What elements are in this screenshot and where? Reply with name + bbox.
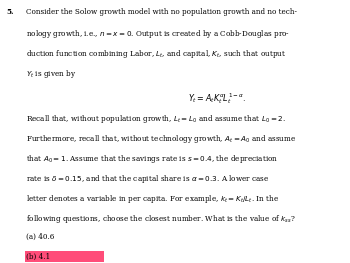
- Text: $Y_t = A_t K_t^{\alpha} L_t^{1-\alpha}.$: $Y_t = A_t K_t^{\alpha} L_t^{1-\alpha}.$: [188, 91, 246, 106]
- Text: $Y_t$ is given by: $Y_t$ is given by: [26, 68, 77, 80]
- Text: Furthermore, recall that, without technology growth, $A_t = A_0$ and assume: Furthermore, recall that, without techno…: [26, 133, 297, 145]
- Text: letter denotes a variable in per capita. For example, $k_t = K_t/L_t$. In the: letter denotes a variable in per capita.…: [26, 193, 279, 205]
- Text: rate is $\delta = 0.15$, and that the capital share is $\alpha = 0.3$. A lower c: rate is $\delta = 0.15$, and that the ca…: [26, 173, 270, 185]
- Text: that $A_0 = 1$. Assume that the savings rate is $s = 0.4$, the depreciation: that $A_0 = 1$. Assume that the savings …: [26, 153, 279, 165]
- Text: (b) 4.1: (b) 4.1: [26, 253, 50, 261]
- Bar: [25, 251, 104, 262]
- Text: nology growth, i.e., $n = x = 0$. Output is created by a Cobb-Douglas pro-: nology growth, i.e., $n = x = 0$. Output…: [26, 28, 290, 40]
- Text: 5.: 5.: [6, 8, 14, 16]
- Text: Recall that, without population growth, $L_t = L_0$ and assume that $L_0 = 2$.: Recall that, without population growth, …: [26, 113, 286, 125]
- Text: duction function combining Labor, $L_t$, and capital, $K_t$, such that output: duction function combining Labor, $L_t$,…: [26, 48, 286, 60]
- Text: following questions, choose the closest number. What is the value of $k_{ss}$?: following questions, choose the closest …: [26, 213, 296, 225]
- Text: (a) 40.6: (a) 40.6: [26, 233, 55, 241]
- Text: Consider the Solow growth model with no population growth and no tech-: Consider the Solow growth model with no …: [26, 8, 297, 16]
